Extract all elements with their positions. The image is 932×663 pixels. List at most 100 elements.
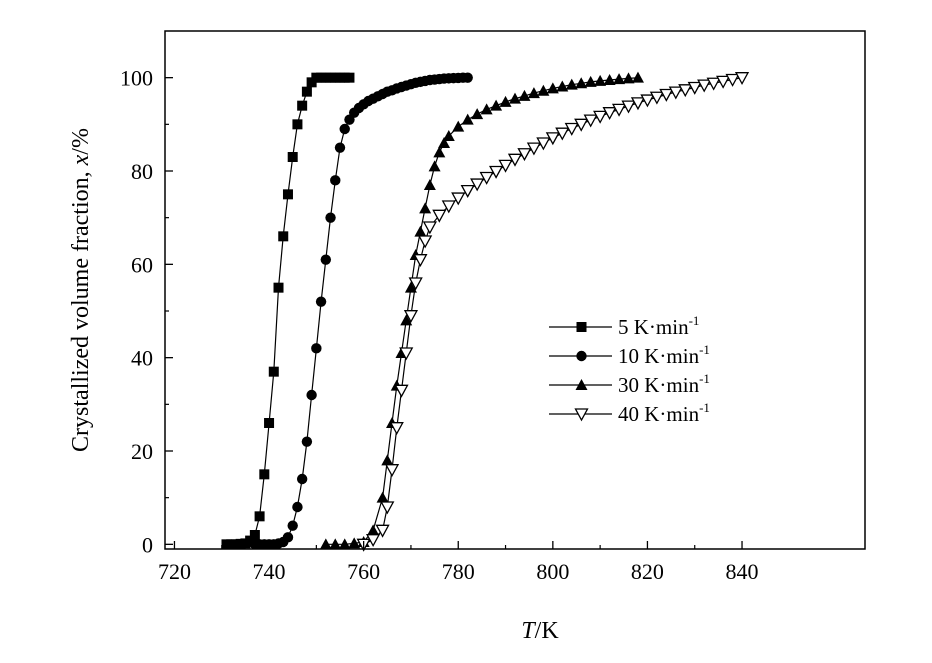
data-point — [640, 94, 655, 108]
data-point — [697, 79, 712, 93]
data-point — [338, 538, 351, 550]
data-point — [259, 469, 270, 480]
data-point — [461, 113, 474, 125]
series-4 — [356, 72, 750, 552]
data-point — [526, 142, 542, 156]
data-point — [527, 87, 540, 99]
data-point — [603, 74, 616, 85]
plot-frame — [164, 30, 866, 550]
data-point — [574, 118, 589, 132]
data-point — [517, 148, 532, 162]
data-point — [622, 72, 635, 84]
data-point — [451, 192, 466, 206]
y-tick-label: 20 — [131, 439, 153, 464]
data-point — [725, 73, 740, 87]
data-point — [428, 160, 441, 172]
data-point — [611, 103, 627, 117]
data-point — [292, 119, 303, 130]
data-point — [348, 537, 361, 549]
y-tick-label: 0 — [142, 532, 153, 557]
data-point — [400, 314, 413, 326]
data-point — [546, 82, 559, 94]
data-point — [716, 75, 731, 89]
x-tick-label: 720 — [158, 559, 191, 584]
data-point — [438, 137, 451, 148]
axes: 720 740 760 780 800 820 840 0 20 40 60 80 100 — [120, 30, 866, 584]
data-point — [649, 91, 664, 105]
data-point — [555, 127, 570, 141]
data-point — [413, 254, 428, 268]
data-point — [583, 114, 598, 128]
data-point — [380, 501, 395, 515]
data-point — [408, 277, 423, 291]
legend-marker — [576, 322, 587, 332]
y-tick-label: 40 — [131, 346, 153, 371]
data-point — [480, 103, 493, 115]
data-point — [479, 171, 494, 185]
data-point — [668, 86, 683, 100]
data-point — [384, 464, 400, 478]
data-point — [414, 225, 427, 237]
legend: 5 K·min-1 10 K·min-1 30 K·min-1 40 K·min-1 — [549, 313, 710, 426]
data-point — [334, 142, 346, 153]
data-point — [706, 77, 721, 91]
data-point — [418, 235, 433, 249]
data-point — [734, 72, 750, 86]
legend-marker — [576, 350, 587, 362]
data-point — [278, 231, 289, 242]
data-point — [545, 132, 560, 146]
legend-marker — [575, 379, 588, 390]
series-line — [226, 77, 350, 545]
data-point — [621, 100, 636, 114]
data-point — [507, 153, 523, 167]
data-point — [441, 200, 456, 214]
x-tick-label: 840 — [726, 559, 759, 584]
data-point — [509, 92, 521, 104]
y-tick-label: 60 — [131, 252, 153, 277]
legend-entry-4: 40 K·min-1 — [549, 400, 710, 426]
data-point — [442, 130, 455, 141]
data-point — [282, 532, 294, 543]
legend-label: 5 K·min-1 — [618, 313, 699, 339]
x-tick-label: 800 — [536, 559, 569, 584]
data-point — [366, 534, 381, 548]
data-point — [631, 71, 644, 83]
data-point — [565, 78, 578, 90]
data-point — [245, 535, 256, 546]
data-point — [462, 72, 473, 83]
data-point — [287, 152, 298, 162]
data-point — [292, 501, 303, 513]
legend-label: 40 K·min-1 — [618, 400, 710, 426]
data-point — [536, 137, 551, 151]
legend-label: 10 K·min-1 — [618, 342, 710, 368]
data-point — [249, 530, 260, 540]
x-tick-label: 760 — [347, 559, 380, 584]
data-point — [404, 281, 417, 293]
legend-entry-2: 10 K·min-1 — [549, 342, 710, 368]
data-point — [422, 221, 437, 235]
series-3 — [319, 71, 644, 550]
data-point — [389, 422, 404, 436]
y-tick-label: 100 — [120, 66, 153, 91]
data-point — [264, 418, 275, 428]
data-point — [381, 454, 394, 466]
data-point — [329, 538, 342, 550]
y-axis-title: Crystallized volume fraction, x/% — [68, 128, 94, 452]
data-point — [282, 189, 293, 200]
legend-label: 30 K·min-1 — [618, 371, 710, 397]
series-2 — [249, 72, 473, 550]
data-point — [584, 75, 597, 87]
data-point — [630, 97, 646, 111]
data-point — [687, 81, 702, 95]
data-point — [311, 343, 322, 354]
series-1 — [221, 72, 355, 550]
data-point — [297, 100, 308, 111]
series-line — [363, 77, 743, 545]
data-point — [602, 107, 617, 121]
data-point — [320, 254, 332, 265]
data-point — [564, 122, 579, 136]
data-point — [594, 74, 607, 86]
data-point — [344, 72, 355, 83]
data-point — [296, 473, 308, 485]
